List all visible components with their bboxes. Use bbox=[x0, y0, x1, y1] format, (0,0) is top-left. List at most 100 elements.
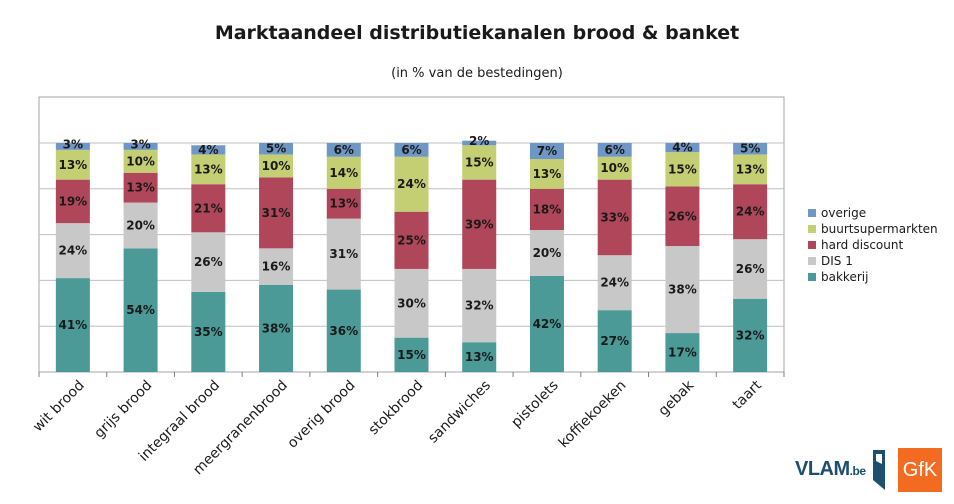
bar-segment-dis-1 bbox=[191, 232, 226, 292]
x-tick-label: stokbrood bbox=[366, 378, 427, 439]
data-label: 24% bbox=[397, 177, 426, 191]
data-label: 15% bbox=[668, 162, 697, 176]
data-label: 13% bbox=[533, 167, 562, 181]
data-label: 6% bbox=[604, 143, 624, 157]
bar-segment-hard-discount bbox=[123, 172, 158, 203]
bar-segment-overige bbox=[191, 145, 226, 155]
data-label: 3% bbox=[130, 137, 150, 151]
bar-segment-bakkerij bbox=[394, 337, 429, 372]
bar-segment-hard-discount bbox=[394, 211, 429, 269]
data-label: 42% bbox=[533, 317, 562, 331]
data-label: 35% bbox=[194, 325, 223, 339]
data-label: 24% bbox=[736, 205, 765, 219]
data-label: 4% bbox=[672, 141, 692, 155]
bar-segment-hard-discount bbox=[326, 188, 361, 219]
data-label: 10% bbox=[262, 159, 291, 173]
bar-segment-overige bbox=[259, 143, 294, 155]
bar-segment-buurtsupermarkten bbox=[123, 149, 158, 173]
data-label: 15% bbox=[465, 155, 494, 169]
x-tick-label: koffiekoeken bbox=[556, 378, 630, 452]
data-label: 6% bbox=[401, 143, 421, 157]
logo-area: VLAM.be GfK bbox=[795, 448, 945, 494]
bar-segment-bakkerij bbox=[529, 275, 564, 372]
bar-segment-buurtsupermarkten bbox=[462, 145, 497, 180]
bar-segment-dis-1 bbox=[55, 223, 90, 279]
bar-segment-hard-discount bbox=[259, 177, 294, 249]
bar-segment-bakkerij bbox=[259, 284, 294, 372]
data-label: 13% bbox=[736, 162, 765, 176]
data-label: 24% bbox=[600, 276, 629, 290]
bar-segment-overige bbox=[597, 143, 632, 157]
chart-legend: overige buurtsupermarkten hard discount DIS… bbox=[808, 205, 938, 285]
chart-title: Marktaandeel distributiekanalen brood & … bbox=[214, 22, 740, 44]
chart-subtitle: (in % van de bestedingen) bbox=[391, 66, 563, 81]
legend-label: DIS 1 bbox=[821, 254, 853, 268]
legend-swatch bbox=[808, 209, 816, 217]
legend-swatch bbox=[808, 273, 816, 281]
legend-swatch bbox=[808, 257, 816, 265]
data-label: 26% bbox=[194, 255, 223, 269]
legend-item: hard discount bbox=[808, 237, 938, 253]
vlam-logo: VLAM.be bbox=[795, 458, 866, 481]
bar-segment-overige bbox=[529, 143, 564, 160]
data-label: 21% bbox=[194, 201, 223, 215]
vlam-logo-text: VLAM bbox=[795, 458, 850, 480]
vlam-mark-icon bbox=[873, 450, 885, 490]
bar-segment-buurtsupermarkten bbox=[259, 154, 294, 178]
data-label: 13% bbox=[58, 158, 87, 172]
x-tick-label: pistolets bbox=[508, 378, 561, 431]
data-label: 17% bbox=[668, 346, 697, 360]
data-label: 4% bbox=[198, 143, 218, 157]
bar-segment-bakkerij bbox=[191, 291, 226, 372]
data-label: 7% bbox=[537, 144, 557, 158]
bar-segment-overige bbox=[55, 143, 90, 150]
bar-segment-dis-1 bbox=[665, 246, 700, 334]
legend-item: buurtsupermarkten bbox=[808, 221, 938, 237]
data-label: 39% bbox=[465, 217, 494, 231]
x-tick-label: grijs brood bbox=[91, 378, 155, 442]
data-label: 32% bbox=[465, 299, 494, 313]
vlam-logo-suffix: .be bbox=[849, 464, 866, 478]
data-label: 26% bbox=[736, 262, 765, 276]
bar-segment-hard-discount bbox=[191, 184, 226, 233]
bar-segment-dis-1 bbox=[462, 268, 497, 343]
bar-segment-bakkerij bbox=[55, 278, 90, 372]
data-label: 30% bbox=[397, 296, 426, 310]
bar-segment-overige bbox=[394, 143, 429, 157]
data-label: 36% bbox=[329, 324, 358, 338]
data-label: 6% bbox=[334, 143, 354, 157]
bar-segment-overige bbox=[123, 143, 158, 150]
bar-segment-buurtsupermarkten bbox=[733, 154, 768, 185]
bar-segment-dis-1 bbox=[529, 230, 564, 276]
data-label: 2% bbox=[469, 134, 489, 148]
data-label: 26% bbox=[668, 209, 697, 223]
data-label: 13% bbox=[194, 162, 223, 176]
x-tick-label: sandwiches bbox=[425, 378, 494, 447]
bar-segment-hard-discount bbox=[462, 179, 497, 269]
bar-segment-dis-1 bbox=[394, 268, 429, 338]
data-label: 41% bbox=[58, 318, 87, 332]
bar-segment-hard-discount bbox=[529, 188, 564, 231]
bar-segment-bakkerij bbox=[326, 289, 361, 372]
legend-swatch bbox=[808, 241, 816, 249]
data-label: 38% bbox=[262, 321, 291, 335]
bar-segment-buurtsupermarkten bbox=[665, 152, 700, 187]
x-tick-label: overig brood bbox=[284, 378, 358, 452]
legend-swatch bbox=[808, 225, 816, 233]
bar-segment-hard-discount bbox=[733, 184, 768, 240]
bar-segment-dis-1 bbox=[733, 239, 768, 299]
x-tick-label: wit brood bbox=[30, 378, 88, 436]
bar-segment-bakkerij bbox=[733, 298, 768, 372]
bar-segment-dis-1 bbox=[123, 202, 158, 249]
data-label: 20% bbox=[533, 246, 562, 260]
data-label: 33% bbox=[600, 210, 629, 224]
bar-segment-overige bbox=[665, 143, 700, 153]
legend-label: bakkerij bbox=[821, 270, 869, 284]
gfk-logo: GfK bbox=[898, 448, 942, 492]
data-label: 10% bbox=[600, 161, 629, 175]
bar-segment-overige bbox=[462, 140, 497, 146]
data-label: 18% bbox=[533, 202, 562, 216]
data-label: 10% bbox=[126, 154, 155, 168]
legend-item: DIS 1 bbox=[808, 253, 938, 269]
